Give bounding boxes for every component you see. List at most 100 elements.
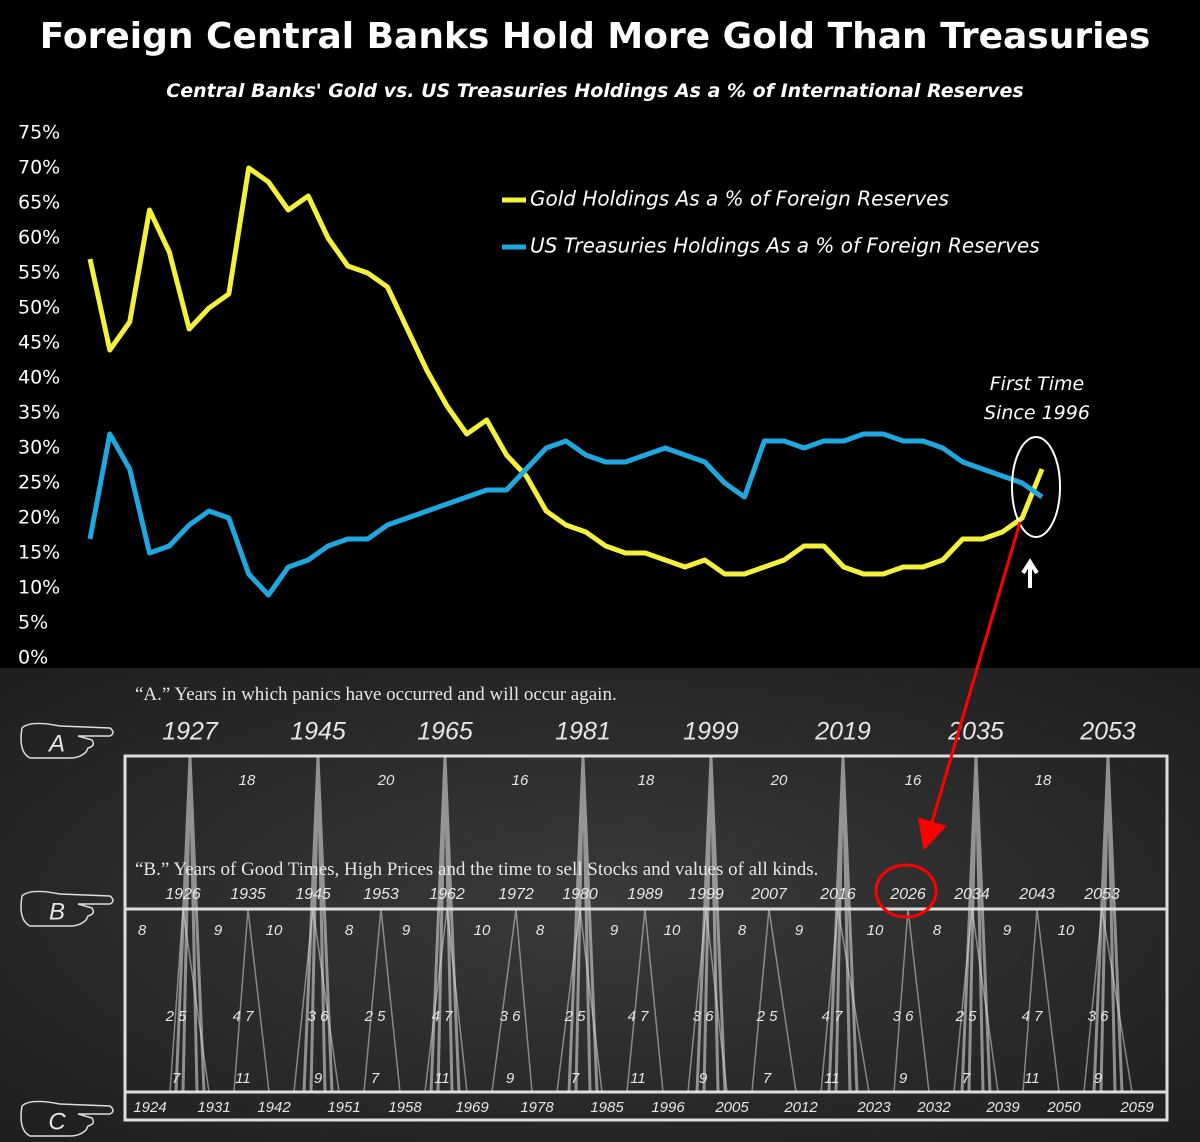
a-year: 1999 (683, 718, 739, 746)
a-year: 1945 (290, 718, 346, 746)
b-peak (626, 908, 664, 1093)
row-b-label: “B.” Years of Good Times, High Prices an… (135, 859, 818, 880)
b-bottom-number: 11 (434, 1070, 450, 1087)
b-peak (169, 908, 210, 1093)
b-mid-number: 2 5 (955, 1008, 978, 1025)
c-year: 1951 (327, 1099, 360, 1116)
b-peak (1083, 908, 1133, 1093)
b-mid-number: 2 5 (364, 1008, 387, 1025)
a-peak (827, 756, 859, 1093)
b-mid-number: 3 6 (1088, 1008, 1110, 1025)
a-year: 2053 (1079, 718, 1136, 746)
a-peak (695, 756, 727, 1093)
series-line (87, 165, 1045, 577)
y-tick-label: 5% (18, 612, 48, 634)
b-bottom-number: 9 (506, 1070, 515, 1087)
red-arrow (917, 521, 1022, 851)
b-top-number: 10 (1058, 922, 1075, 939)
b-bottom-number: 11 (630, 1070, 646, 1087)
b-year: 2053 (1083, 886, 1120, 903)
up-arrow (1021, 558, 1039, 588)
b-peak (687, 908, 728, 1093)
b-peak (293, 908, 340, 1093)
b-mid-number: 4 7 (233, 1008, 255, 1025)
b-top-number: 9 (214, 922, 223, 939)
c-year: 2032 (916, 1099, 951, 1116)
c-year: 1958 (388, 1099, 422, 1116)
c-year: 2050 (1046, 1099, 1081, 1116)
c-year: 2039 (985, 1099, 1020, 1116)
b-bottom-number: 9 (899, 1070, 908, 1087)
b-top-number: 8 (738, 922, 747, 939)
b-peak (491, 908, 533, 1093)
annotation: First Time Since 1996 (984, 373, 1090, 424)
c-year: 1985 (590, 1099, 624, 1116)
c-year: 2005 (714, 1099, 749, 1116)
b-peak (363, 908, 401, 1093)
y-tick-label: 0% (18, 647, 48, 669)
a-interval: 18 (239, 772, 256, 789)
b-top-number: 10 (867, 922, 884, 939)
legend-label: Gold Holdings As a % of Foreign Reserves (530, 187, 949, 211)
b-peak (893, 908, 930, 1093)
y-tick-label: 45% (18, 332, 60, 354)
b-year: 2034 (953, 886, 990, 903)
pointing-hand (20, 722, 114, 759)
b-peak (953, 908, 999, 1093)
b-bottom-number: 7 (571, 1070, 580, 1087)
chart-subtitle: Central Banks' Gold vs. US Treasuries Ho… (166, 80, 1023, 102)
a-peak (1092, 756, 1124, 1093)
b-year: 1935 (230, 886, 266, 903)
b-top-number: 8 (138, 922, 147, 939)
b-mid-number: 2 5 (165, 1008, 188, 1025)
b-peak (424, 908, 468, 1093)
y-tick-label: 50% (18, 297, 60, 319)
a-year: 1981 (555, 718, 611, 746)
y-tick-label: 15% (18, 542, 60, 564)
b-top-number: 9 (1003, 922, 1012, 939)
row-letter: B (49, 898, 65, 925)
c-year: 1978 (520, 1099, 554, 1116)
diagram: “A.” Years in which panics have occurred… (20, 684, 1169, 1137)
b-peak (556, 908, 603, 1093)
c-year: 1931 (197, 1099, 230, 1116)
b-year: 1989 (627, 886, 663, 903)
series-line (87, 431, 1044, 598)
row-letter: C (48, 1108, 66, 1135)
b-top-number: 9 (795, 922, 804, 939)
b-top-number: 10 (266, 922, 283, 939)
c-year: 1924 (133, 1099, 166, 1116)
c-year: 1942 (257, 1099, 291, 1116)
b-top-number: 8 (345, 922, 354, 939)
b-year: 2026 (889, 886, 926, 903)
a-year: 1965 (417, 718, 473, 746)
b-mid-number: 3 6 (500, 1008, 522, 1025)
a-peak (960, 756, 992, 1093)
b-bottom-number: 7 (962, 1070, 971, 1087)
b-mid-number: 4 7 (432, 1008, 454, 1025)
y-tick-label: 75% (18, 122, 60, 144)
b-peak (751, 908, 797, 1093)
a-interval: 16 (512, 772, 529, 789)
a-interval: 18 (638, 772, 655, 789)
c-year: 1996 (651, 1099, 685, 1116)
b-mid-number: 3 6 (893, 1008, 915, 1025)
highlight-circle (874, 863, 938, 919)
b-top-number: 10 (664, 922, 681, 939)
b-year: 1972 (498, 886, 534, 903)
c-year: 2012 (783, 1099, 818, 1116)
b-year: 2043 (1018, 886, 1055, 903)
b-mid-number: 4 7 (822, 1008, 844, 1025)
b-top-number: 8 (933, 922, 942, 939)
c-year: 1969 (455, 1099, 489, 1116)
y-tick-label: 60% (18, 227, 60, 249)
b-mid-number: 3 6 (693, 1008, 715, 1025)
c-year: 2023 (856, 1099, 891, 1116)
y-tick-label: 40% (18, 367, 60, 389)
b-top-number: 9 (610, 922, 619, 939)
y-tick-label: 55% (18, 262, 60, 284)
pointing-hand (20, 1100, 114, 1137)
row-a-label: “A.” Years in which panics have occurred… (135, 684, 617, 705)
a-interval: 20 (770, 772, 788, 789)
